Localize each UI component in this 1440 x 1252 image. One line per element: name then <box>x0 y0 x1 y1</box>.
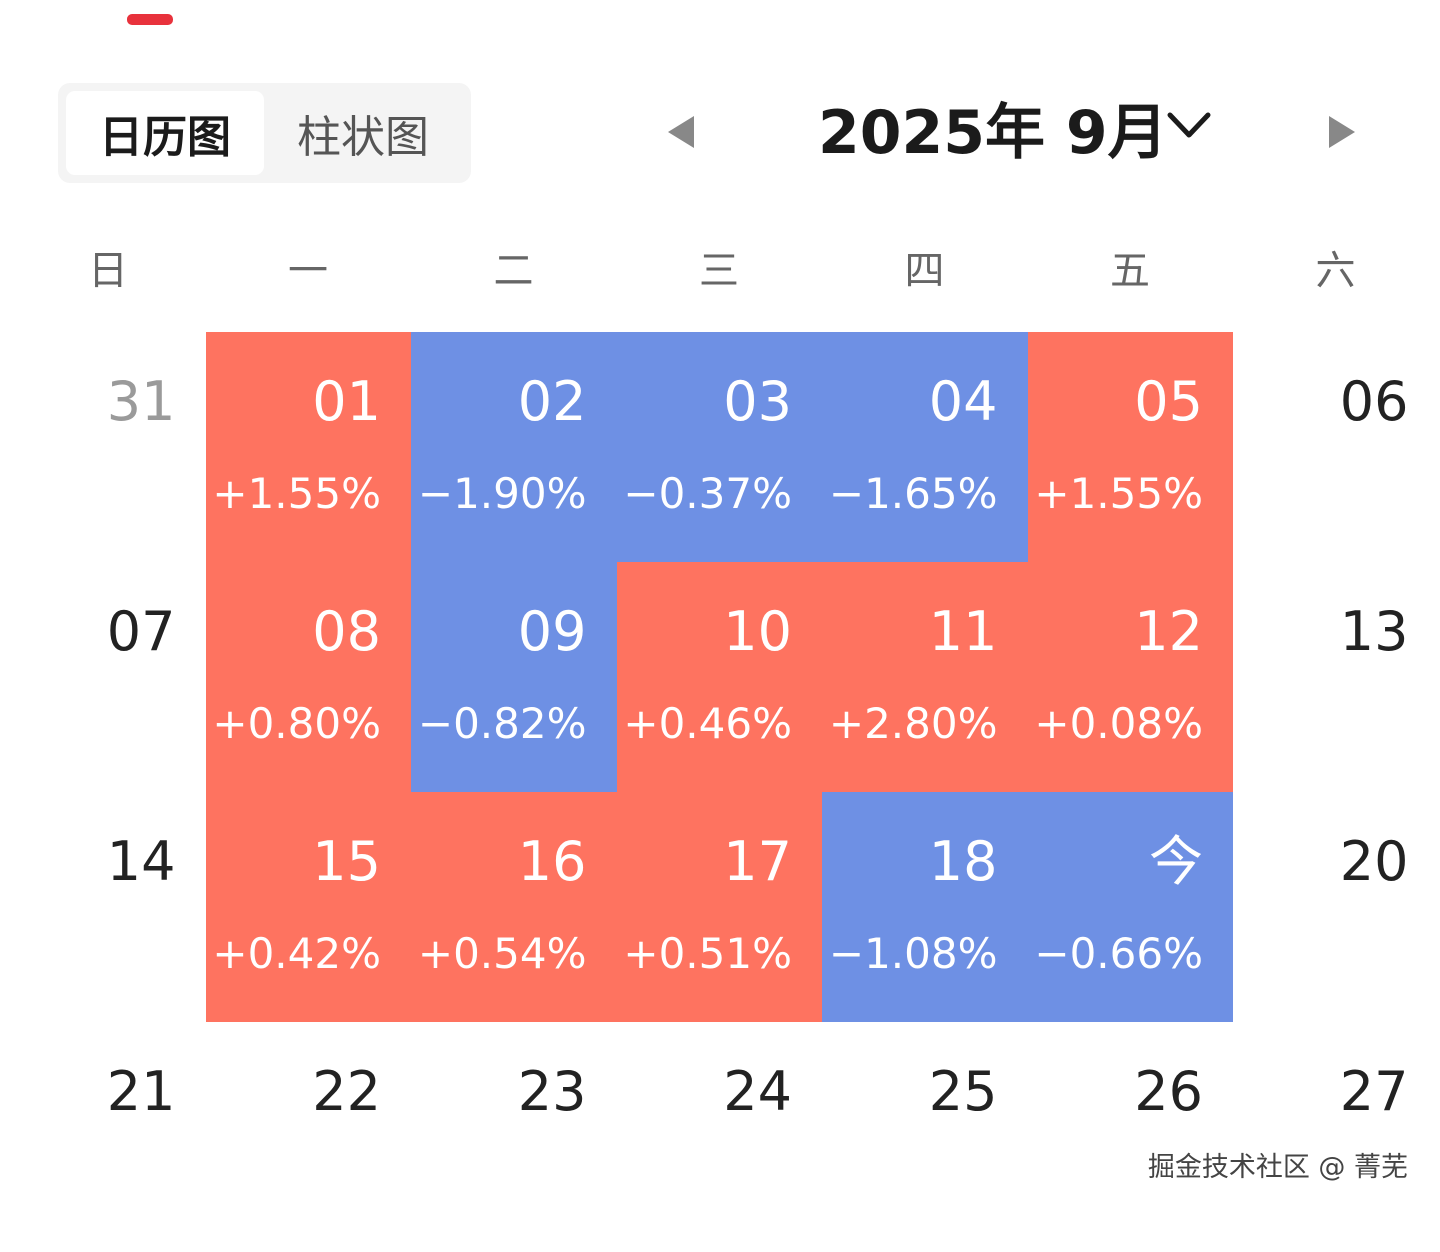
day-number: 01 <box>312 370 381 433</box>
weekday-tue: 二 <box>493 248 534 294</box>
day-change-percent: +0.80% <box>212 699 381 748</box>
day-number: 20 <box>1339 830 1409 893</box>
day-change-percent: −1.65% <box>828 469 998 518</box>
day-cell[interactable]: 05 +1.55% <box>1027 332 1233 562</box>
day-number: 16 <box>517 830 587 893</box>
day-cell[interactable]: 31 <box>0 332 206 562</box>
active-tab-indicator <box>127 14 173 25</box>
next-month-button[interactable] <box>1329 116 1355 148</box>
watermark: 掘金技术社区 @ 菁芜 <box>1147 1152 1408 1183</box>
day-cell[interactable]: 18 −1.08% <box>822 792 1028 1022</box>
day-number: 17 <box>723 830 792 893</box>
day-number: 22 <box>312 1060 381 1123</box>
day-cell[interactable]: 15 +0.42% <box>205 792 411 1022</box>
day-number: 13 <box>1339 600 1409 663</box>
day-number: 11 <box>928 600 998 663</box>
day-cell[interactable]: 24 <box>617 1022 823 1252</box>
prev-month-button[interactable] <box>668 116 694 148</box>
day-cell[interactable]: 25 <box>822 1022 1028 1252</box>
tab-calendar-view[interactable]: 日历图 <box>66 91 264 175</box>
day-number: 15 <box>312 830 381 893</box>
chevron-down-icon[interactable] <box>1165 105 1213 145</box>
day-number: 04 <box>928 370 998 433</box>
day-cell[interactable]: 02 −1.90% <box>411 332 617 562</box>
day-number: 18 <box>928 830 998 893</box>
day-number: 07 <box>106 600 176 663</box>
day-cell[interactable]: 21 <box>0 1022 206 1252</box>
day-cell[interactable]: 23 <box>411 1022 617 1252</box>
day-cell[interactable]: 13 <box>1233 562 1439 792</box>
day-cell[interactable]: 09 −0.82% <box>411 562 617 792</box>
day-cell[interactable]: 27 <box>1233 1022 1439 1252</box>
day-change-percent: +0.46% <box>623 699 792 748</box>
day-cell[interactable]: 04 −1.65% <box>822 332 1028 562</box>
day-number: 09 <box>517 600 587 663</box>
day-cell[interactable]: 10 +0.46% <box>616 562 822 792</box>
day-number: 12 <box>1134 600 1203 663</box>
day-cell[interactable]: 12 +0.08% <box>1027 562 1233 792</box>
day-change-percent: +2.80% <box>828 699 998 748</box>
weekday-fri: 五 <box>1110 248 1150 294</box>
day-number: 23 <box>517 1060 587 1123</box>
day-cell[interactable]: 26 <box>1028 1022 1234 1252</box>
day-change-percent: −1.08% <box>828 929 998 978</box>
day-number: 05 <box>1134 370 1203 433</box>
day-change-percent: −0.37% <box>623 469 792 518</box>
day-cell[interactable]: 11 +2.80% <box>822 562 1028 792</box>
view-switch: 日历图 柱状图 <box>58 83 471 183</box>
day-change-percent: +0.42% <box>212 929 381 978</box>
day-number: 31 <box>106 370 176 433</box>
day-number: 08 <box>312 600 381 663</box>
day-change-percent: −0.82% <box>417 699 587 748</box>
weekday-sun: 日 <box>88 248 128 294</box>
tab-bar-chart-view[interactable]: 柱状图 <box>297 112 429 163</box>
day-number: 10 <box>723 600 792 663</box>
day-change-percent: −0.66% <box>1034 929 1203 978</box>
day-number: 25 <box>928 1060 998 1123</box>
day-cell[interactable]: 07 <box>0 562 206 792</box>
day-number: 03 <box>723 370 792 433</box>
day-cell[interactable]: 17 +0.51% <box>616 792 822 1022</box>
weekday-mon: 一 <box>288 248 328 294</box>
weekday-sat: 六 <box>1315 248 1356 294</box>
day-number: 24 <box>723 1060 792 1123</box>
weekday-wed: 三 <box>699 248 739 294</box>
day-change-percent: +1.55% <box>212 469 381 518</box>
day-cell[interactable]: 14 <box>0 792 206 1022</box>
day-cell[interactable]: 01 +1.55% <box>205 332 411 562</box>
day-cell[interactable]: 03 −0.37% <box>616 332 822 562</box>
day-cell[interactable]: 20 <box>1233 792 1439 1022</box>
day-number: 今 <box>1149 830 1203 893</box>
day-number: 14 <box>106 830 176 893</box>
day-cell[interactable]: 08 +0.80% <box>205 562 411 792</box>
day-number: 02 <box>517 370 587 433</box>
day-change-percent: −1.90% <box>417 469 587 518</box>
month-title[interactable]: 2025年 9月 <box>818 98 1168 168</box>
day-number: 26 <box>1134 1060 1203 1123</box>
day-change-percent: +0.51% <box>623 929 792 978</box>
day-cell[interactable]: 06 <box>1233 332 1439 562</box>
day-cell[interactable]: 今 −0.66% <box>1027 792 1233 1022</box>
day-cell[interactable]: 16 +0.54% <box>411 792 617 1022</box>
day-number: 06 <box>1339 370 1409 433</box>
day-change-percent: +1.55% <box>1034 469 1203 518</box>
weekday-thu: 四 <box>904 248 945 294</box>
day-change-percent: +0.08% <box>1034 699 1203 748</box>
day-cell[interactable]: 22 <box>206 1022 412 1252</box>
day-change-percent: +0.54% <box>417 929 587 978</box>
day-number: 21 <box>106 1060 176 1123</box>
day-number: 27 <box>1339 1060 1409 1123</box>
